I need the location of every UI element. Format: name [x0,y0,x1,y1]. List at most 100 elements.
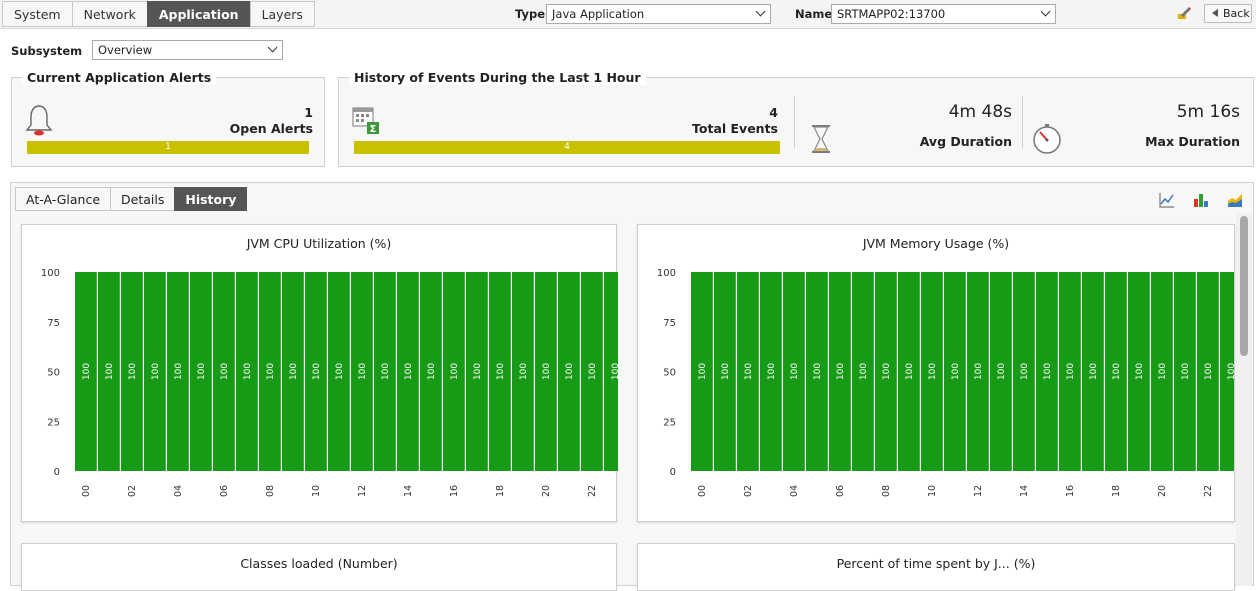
bar-data-label: 100 [427,363,437,380]
bar-data-label: 100 [1066,363,1076,380]
edit-icon[interactable] [1176,5,1192,21]
chart-bar[interactable] [374,272,396,471]
chart-bar[interactable] [305,272,327,471]
back-button[interactable]: Back [1204,4,1252,23]
chart-bar[interactable] [990,272,1012,471]
open-alerts-caption: Open Alerts [229,121,313,136]
sub-tabs: At-A-Glance Details History [15,187,248,211]
chart-bar[interactable] [328,272,350,471]
chart-bar[interactable] [98,272,120,471]
chart-bar[interactable] [144,272,166,471]
chart-bar[interactable] [875,272,897,471]
bar-data-label: 100 [105,363,115,380]
bar-data-label: 100 [1158,363,1168,380]
chart-bar[interactable] [512,272,534,471]
calendar-sum-icon: Σ [352,107,379,135]
bar-data-label: 100 [1204,363,1214,380]
chart-bar[interactable] [829,272,851,471]
chart-bar[interactable] [1082,272,1104,471]
chart-bar[interactable] [737,272,759,471]
x-tick-label: 06 [219,485,230,497]
x-tick-label: 00 [81,485,92,497]
tab-network[interactable]: Network [71,1,148,27]
chart-bar[interactable] [1105,272,1127,471]
chart-bar[interactable] [760,272,782,471]
chart-bar[interactable] [397,272,419,471]
name-select[interactable]: SRTMAPP02:13700 [831,4,1056,24]
chart-bar[interactable] [351,272,373,471]
chart-bar[interactable] [921,272,943,471]
tab-system[interactable]: System [2,1,73,27]
chart-bar[interactable] [535,272,557,471]
area-chart-icon[interactable] [1226,191,1244,209]
chart-bar[interactable] [944,272,966,471]
tab-at-a-glance[interactable]: At-A-Glance [15,187,112,211]
bar-chart-icon[interactable] [1192,191,1210,209]
avg-duration-value: 4m 48s [948,102,1012,122]
chart-bar[interactable] [466,272,488,471]
chart-bar[interactable] [236,272,258,471]
subsystem-select[interactable]: Overview [92,40,283,60]
chart-bar[interactable] [604,272,618,471]
chart-bar[interactable] [852,272,874,471]
chart-bar[interactable] [1220,272,1235,471]
chart-bar[interactable] [558,272,580,471]
back-arrow-icon [1212,9,1218,17]
chart-bar[interactable] [190,272,212,471]
chart-bar[interactable] [420,272,442,471]
chart-bar[interactable] [1013,272,1035,471]
y-tick-label: 0 [54,467,60,478]
bar-data-label: 100 [1089,363,1099,380]
chart-bar[interactable] [967,272,989,471]
bar-data-label: 100 [335,363,345,380]
chart-bar[interactable] [714,272,736,471]
x-tick-label: 16 [1065,485,1076,497]
x-tick-label: 20 [541,485,552,497]
tab-details[interactable]: Details [110,187,176,211]
chart-bar[interactable] [282,272,304,471]
line-chart-icon[interactable] [1158,191,1176,209]
chart-bar[interactable] [806,272,828,471]
y-tick-label: 50 [47,368,60,379]
x-tick-label: 10 [311,485,322,497]
bar-data-label: 100 [744,363,754,380]
scrollbar[interactable] [1236,214,1252,586]
y-tick-label: 75 [47,318,60,329]
bar-data-label: 100 [542,363,552,380]
chart-bar[interactable] [898,272,920,471]
chart-bar[interactable] [581,272,603,471]
tab-history[interactable]: History [174,187,248,211]
chart-bar[interactable] [1151,272,1173,471]
chart-bar[interactable] [489,272,511,471]
max-duration-label: Max Duration [1145,134,1240,149]
y-tick-label: 25 [663,417,676,428]
chart-bar[interactable] [167,272,189,471]
type-select-value: Java Application [552,7,645,21]
total-events-bar-value: 4 [564,142,570,152]
chart-bar[interactable] [783,272,805,471]
open-alerts-bar[interactable]: 1 [27,141,309,154]
chart-bar[interactable] [691,272,713,471]
x-tick-label: 02 [127,485,138,497]
tab-application[interactable]: Application [146,1,251,27]
chart-bar[interactable] [121,272,143,471]
chart-bar[interactable] [1197,272,1219,471]
chart-bar[interactable] [443,272,465,471]
bar-data-label: 100 [473,363,483,380]
chart-bar[interactable] [75,272,97,471]
chart-bar[interactable] [1036,272,1058,471]
total-events-count: 4 [769,105,778,120]
chevron-down-icon [267,42,278,53]
chart-bar[interactable] [1128,272,1150,471]
chart-bar[interactable] [213,272,235,471]
chart-bar[interactable] [259,272,281,471]
x-tick-label: 12 [357,485,368,497]
type-select[interactable]: Java Application [546,4,771,24]
chart-bar[interactable] [1059,272,1081,471]
scrollbar-thumb[interactable] [1240,216,1248,356]
chart-bar[interactable] [1174,272,1196,471]
total-events-bar[interactable]: 4 [354,141,780,154]
tab-layers[interactable]: Layers [249,1,315,27]
svg-text:Σ: Σ [370,124,377,135]
